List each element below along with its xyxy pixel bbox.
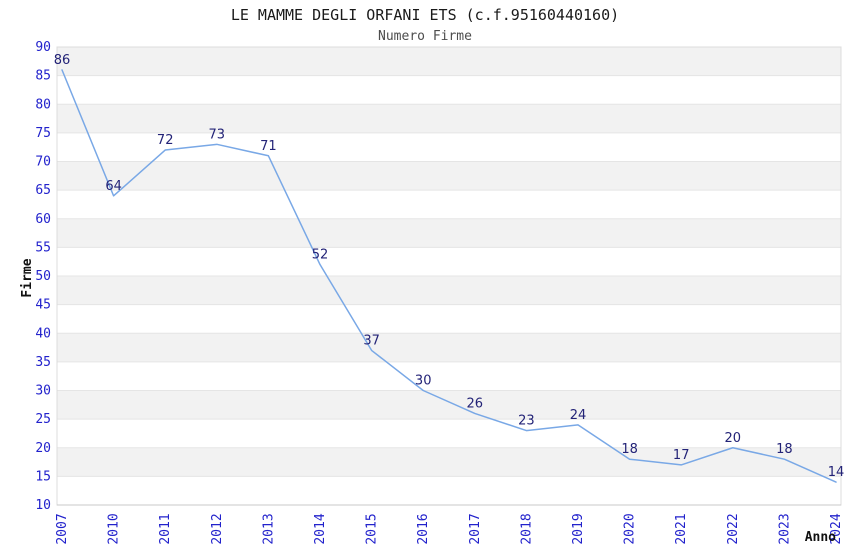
- chart-title: LE MAMME DEGLI ORFANI ETS (c.f.951604401…: [231, 6, 619, 24]
- plot-band: [57, 161, 841, 191]
- plot-band: [57, 361, 841, 391]
- point-value-label: 30: [415, 374, 432, 389]
- chart-plot-area: 10 15 20 25 30 35 40 45 50 55 60 65 70 75 80 85 90 2007 20…: [35, 40, 844, 545]
- x-tick-label: 2018: [519, 513, 534, 544]
- point-value-label: 86: [54, 53, 71, 68]
- y-tick-label: 90: [35, 40, 51, 55]
- point-value-label: 37: [363, 333, 380, 348]
- plot-band: [57, 190, 841, 219]
- point-value-label: 72: [157, 133, 174, 148]
- point-value-label: 20: [725, 431, 742, 446]
- point-value-label: 73: [209, 127, 226, 142]
- x-tick-label: 2021: [674, 513, 689, 544]
- point-value-label: 17: [673, 448, 690, 463]
- y-tick-label: 25: [35, 412, 51, 427]
- plot-band: [57, 47, 841, 76]
- data-line: [61, 69, 837, 483]
- point-value-label: 52: [312, 248, 329, 263]
- y-tick-label: 55: [35, 240, 51, 255]
- x-tick-label: 2010: [107, 513, 122, 544]
- x-tick-label: 2023: [777, 513, 792, 544]
- x-tick-label: 2015: [365, 513, 380, 544]
- y-tick-label: 85: [35, 69, 51, 84]
- plot-band: [57, 476, 841, 505]
- x-tick-label: 2019: [571, 513, 586, 544]
- plot-band: [57, 104, 841, 133]
- y-tick-label: 20: [35, 441, 51, 456]
- plot-band: [57, 333, 841, 362]
- plot-band: [57, 447, 841, 477]
- y-tick-label: 50: [35, 269, 51, 284]
- x-tick-label: 2013: [261, 513, 276, 544]
- y-axis-label: Firme: [20, 258, 35, 297]
- x-tick-label: 2024: [829, 513, 844, 544]
- x-tick-label: 2011: [158, 513, 173, 544]
- plot-band: [57, 390, 841, 420]
- point-value-label: 23: [518, 414, 535, 429]
- y-tick-label: 70: [35, 155, 51, 170]
- y-tick-label: 10: [35, 498, 51, 513]
- x-tick-label: 2014: [313, 513, 328, 544]
- x-tick-label: 2016: [416, 513, 431, 544]
- point-value-label: 14: [828, 465, 845, 480]
- y-tick-label: 35: [35, 355, 51, 370]
- point-value-label: 18: [776, 442, 793, 457]
- y-tick-label: 75: [35, 126, 51, 141]
- x-tick-label: 2022: [726, 513, 741, 544]
- x-axis-label: Anno: [805, 530, 836, 545]
- plot-band: [57, 276, 841, 305]
- plot-band: [57, 75, 841, 105]
- point-value-label: 24: [570, 408, 587, 423]
- y-tick-label: 40: [35, 326, 51, 341]
- x-tick-label: 2017: [468, 513, 483, 544]
- point-value-label: 64: [105, 179, 122, 194]
- y-tick-label: 65: [35, 183, 51, 198]
- y-tick-label: 15: [35, 469, 51, 484]
- point-value-label: 71: [260, 139, 277, 154]
- plot-band: [57, 247, 841, 276]
- plot-band: [57, 304, 841, 334]
- y-tick-label: 80: [35, 97, 51, 112]
- y-tick-label: 45: [35, 298, 51, 313]
- plot-band: [57, 419, 841, 448]
- plot-band: [57, 132, 841, 162]
- y-tick-label: 30: [35, 384, 51, 399]
- x-tick-label: 2020: [623, 513, 638, 544]
- point-value-label: 18: [621, 442, 638, 457]
- point-value-label: 26: [467, 396, 484, 411]
- chart-subtitle: Numero Firme: [378, 29, 472, 44]
- plot-band: [57, 218, 841, 248]
- x-tick-label: 2012: [210, 513, 225, 544]
- y-tick-label: 60: [35, 212, 51, 227]
- x-tick-label: 2007: [55, 513, 70, 544]
